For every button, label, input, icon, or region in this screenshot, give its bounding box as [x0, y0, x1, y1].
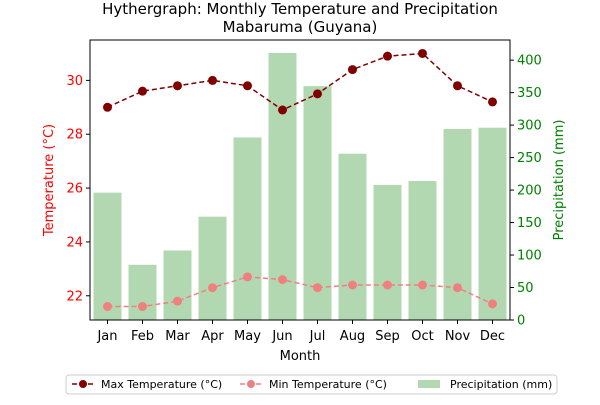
- max-temp-point-mar: [173, 81, 182, 91]
- right-tick-label-150: 150: [517, 216, 542, 231]
- x-axis: Jan Feb Mar Apr May Jun Jul Aug Sep Oct Nov Dec: [96, 320, 505, 344]
- x-tick-label-oct: Oct: [411, 329, 433, 344]
- max-temp-point-jun: [278, 105, 287, 115]
- min-temp-point-oct: [418, 280, 427, 290]
- temperature-lines: [103, 48, 497, 312]
- max-temp-point-feb: [138, 86, 147, 96]
- precip-bar-dec: [478, 127, 507, 320]
- min-temp-point-may: [243, 272, 252, 282]
- min-temp-point-jun: [278, 275, 287, 285]
- x-tick-label-apr: Apr: [201, 329, 224, 344]
- right-tick-label-50: 50: [517, 281, 534, 296]
- precip-bar-sep: [373, 184, 402, 320]
- right-tick-label-0: 0: [517, 314, 525, 329]
- right-tick-label-250: 250: [517, 151, 542, 166]
- x-tick-label-sep: Sep: [375, 329, 400, 344]
- max-temp-point-may: [243, 81, 252, 91]
- left-tick-label-22: 22: [66, 289, 83, 304]
- left-tick-label-24: 24: [66, 235, 83, 250]
- min-temperature-line: [107, 276, 493, 308]
- right-tick-label-400: 400: [517, 54, 542, 69]
- chart-title-line1: Hythergraph: Monthly Temperature and Pre…: [102, 0, 498, 18]
- min-temp-point-dec: [488, 299, 497, 309]
- min-temp-point-aug: [348, 280, 357, 290]
- left-axis: 22 24 26 28 30: [66, 74, 90, 304]
- legend-frame: [65, 374, 558, 395]
- x-tick-label-aug: Aug: [340, 329, 365, 344]
- x-tick-label-jun: Jun: [271, 329, 292, 344]
- min-temp-point-jan: [103, 302, 112, 312]
- max-temp-point-dec: [488, 97, 497, 107]
- max-temp-point-apr: [208, 75, 217, 85]
- precip-bar-jul: [303, 86, 332, 320]
- legend-precip-label: Precipitation (mm): [450, 378, 552, 391]
- max-temp-point-nov: [453, 81, 462, 91]
- max-temp-point-oct: [418, 48, 427, 58]
- x-axis-label: Month: [280, 349, 321, 364]
- max-temp-point-sep: [383, 51, 392, 61]
- x-tick-label-may: May: [234, 329, 261, 344]
- precip-bar-may: [233, 137, 262, 320]
- legend-min-label: Min Temperature (°C): [269, 378, 387, 391]
- precip-bar-jan: [93, 192, 122, 320]
- max-temp-point-jan: [103, 102, 112, 112]
- right-tick-label-300: 300: [517, 119, 542, 134]
- legend-max-marker: [79, 380, 87, 388]
- right-tick-label-100: 100: [517, 249, 542, 264]
- precip-bar-mar: [163, 250, 192, 320]
- max-temperature-line: [107, 52, 493, 111]
- right-axis: 0 50 100 150 200 250 300 350 400: [510, 54, 542, 329]
- right-tick-label-350: 350: [517, 86, 542, 101]
- right-tick-label-200: 200: [517, 184, 542, 199]
- plot-frame: [89, 39, 511, 321]
- min-temp-point-sep: [383, 280, 392, 290]
- left-tick-label-28: 28: [66, 128, 83, 143]
- precipitation-bars: [93, 52, 507, 320]
- x-tick-label-feb: Feb: [131, 329, 154, 344]
- max-temp-point-jul: [313, 89, 322, 99]
- min-temp-point-nov: [453, 283, 462, 293]
- x-tick-label-nov: Nov: [445, 329, 471, 344]
- chart-title-line2: Mabaruma (Guyana): [223, 18, 378, 36]
- min-temp-point-apr: [208, 283, 217, 293]
- min-temp-point-mar: [173, 296, 182, 306]
- legend-precip-swatch: [418, 380, 440, 388]
- precip-bar-apr: [198, 216, 227, 320]
- precip-bar-oct: [408, 180, 437, 320]
- left-tick-label-30: 30: [66, 74, 83, 89]
- x-tick-label-jan: Jan: [96, 329, 117, 344]
- max-temp-point-aug: [348, 65, 357, 75]
- precip-bar-feb: [128, 264, 157, 320]
- min-temp-point-feb: [138, 302, 147, 312]
- legend-max-label: Max Temperature (°C): [101, 378, 222, 391]
- right-axis-label: Precipitation (mm): [552, 120, 567, 241]
- legend: Max Temperature (°C) Min Temperature (°C…: [65, 374, 558, 395]
- min-temp-point-jul: [313, 283, 322, 293]
- x-tick-label-dec: Dec: [480, 329, 505, 344]
- x-tick-label-jul: Jul: [309, 329, 326, 344]
- left-axis-label: Temperature (°C): [42, 124, 57, 237]
- legend-min-marker: [247, 380, 255, 388]
- x-tick-label-mar: Mar: [165, 329, 190, 344]
- left-tick-label-26: 26: [66, 182, 83, 197]
- precip-bar-aug: [338, 153, 367, 320]
